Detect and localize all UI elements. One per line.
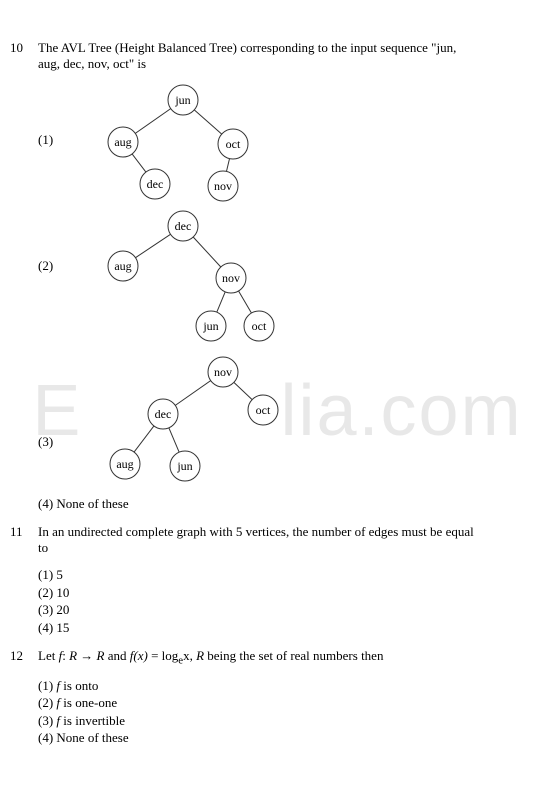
svg-text:dec: dec	[147, 177, 164, 191]
q10-line1: The AVL Tree (Height Balanced Tree) corr…	[38, 40, 456, 55]
svg-text:jun: jun	[202, 319, 218, 333]
svg-text:oct: oct	[252, 319, 267, 333]
svg-text:jun: jun	[176, 459, 192, 473]
q12-option-2: (2) f is one-one	[38, 694, 535, 712]
q12-o2-pre: (2)	[38, 695, 56, 710]
question-10-text: The AVL Tree (Height Balanced Tree) corr…	[38, 40, 535, 72]
q12-options: (1) f is onto (2) f is one-one (3) f is …	[38, 677, 535, 747]
svg-text:oct: oct	[256, 403, 271, 417]
q12-t1: Let	[38, 648, 59, 663]
q10-option-2-tree: (2) dec aug nov jun oct	[38, 208, 535, 348]
q12-option-1: (1) f is onto	[38, 677, 535, 695]
tree-svg-3: nov dec oct aug jun	[63, 354, 323, 484]
svg-text:aug: aug	[116, 457, 133, 471]
question-10: 10 The AVL Tree (Height Balanced Tree) c…	[10, 40, 535, 512]
svg-text:nov: nov	[214, 365, 232, 379]
q11-line2: to	[38, 540, 48, 555]
svg-text:aug: aug	[114, 135, 131, 149]
q10-opt3-label: (3)	[38, 434, 53, 450]
q10-option-3-tree: (3) nov dec oct aug jun	[38, 354, 535, 484]
question-10-number: 10	[10, 40, 38, 56]
svg-text:nov: nov	[222, 271, 240, 285]
q11-option-2: (2) 10	[38, 584, 535, 602]
q10-opt2-label: (2)	[38, 258, 53, 274]
q12-and: and	[104, 648, 129, 663]
q10-option-1-tree: (1) jun aug oct dec nov	[38, 82, 535, 202]
q11-option-3: (3) 20	[38, 601, 535, 619]
q12-o1-post: is onto	[60, 678, 98, 693]
q12-R1: R	[69, 648, 77, 663]
q11-option-1: (1) 5	[38, 566, 535, 584]
q10-opt1-label: (1)	[38, 132, 53, 148]
q10-line2: aug, dec, nov, oct" is	[38, 56, 146, 71]
question-12-number: 12	[10, 648, 38, 664]
svg-text:jun: jun	[174, 93, 190, 107]
svg-text:dec: dec	[155, 407, 172, 421]
q11-options: (1) 5 (2) 10 (3) 20 (4) 15	[38, 566, 535, 636]
q12-option-4: (4) None of these	[38, 729, 535, 747]
q12-R3: R	[196, 648, 204, 663]
q12-option-3: (3) f is invertible	[38, 712, 535, 730]
q12-eq: = log	[148, 648, 178, 663]
q10-option-4: (4) None of these	[38, 496, 535, 512]
question-12: 12 Let f: R → R and f(x) = logex, R bein…	[10, 648, 535, 747]
svg-text:dec: dec	[175, 219, 192, 233]
tree-svg-2: dec aug nov jun oct	[63, 208, 323, 348]
q12-arrow: →	[77, 648, 97, 663]
svg-text:aug: aug	[114, 259, 131, 273]
q12-o2-post: is one-one	[60, 695, 117, 710]
q12-x: x,	[183, 648, 196, 663]
question-11-number: 11	[10, 524, 38, 540]
question-11: 11 In an undirected complete graph with …	[10, 524, 535, 636]
q11-line1: In an undirected complete graph with 5 v…	[38, 524, 474, 539]
question-12-text: Let f: R → R and f(x) = logex, R being t…	[38, 648, 535, 667]
q12-o3-pre: (3)	[38, 713, 56, 728]
q12-o1-pre: (1)	[38, 678, 56, 693]
question-11-text: In an undirected complete graph with 5 v…	[38, 524, 535, 556]
q12-o3-post: is invertible	[60, 713, 125, 728]
svg-text:nov: nov	[214, 179, 232, 193]
svg-text:oct: oct	[226, 137, 241, 151]
q12-fx: f(x)	[130, 648, 148, 663]
q11-option-4: (4) 15	[38, 619, 535, 637]
q12-rest: being the set of real numbers then	[204, 648, 383, 663]
tree-svg-1: jun aug oct dec nov	[63, 82, 323, 202]
